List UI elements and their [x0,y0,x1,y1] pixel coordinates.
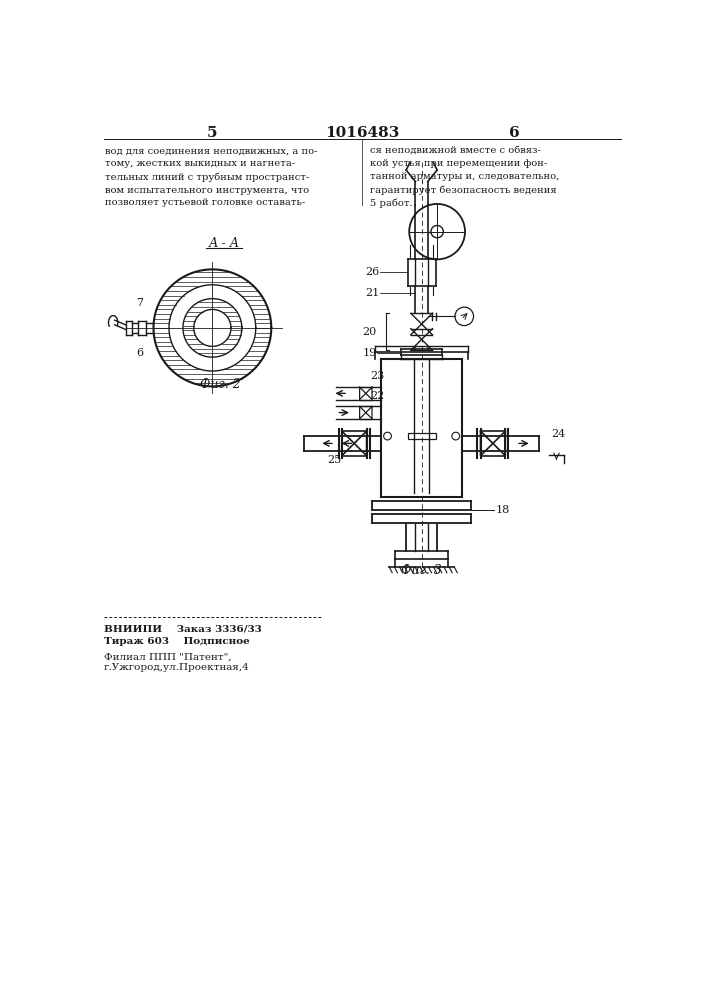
Text: 6: 6 [509,126,520,140]
Text: 5: 5 [207,126,218,140]
Text: ся неподвижной вместе с обвяз-
кой устья при перемещении фон-
танной арматуры и,: ся неподвижной вместе с обвяз- кой устья… [370,146,559,208]
Text: 22: 22 [370,391,385,401]
Text: 7: 7 [136,298,143,308]
Text: 20: 20 [363,327,377,337]
Text: Филиал ППП "Патент",: Филиал ППП "Патент", [104,652,231,661]
Text: 18: 18 [495,505,510,515]
Text: 1016483: 1016483 [325,126,399,140]
Text: 26: 26 [365,267,379,277]
Text: 21: 21 [365,288,379,298]
Text: 23: 23 [370,371,385,381]
Text: 25: 25 [328,455,342,465]
Text: Фиг. 2: Фиг. 2 [200,378,240,391]
Text: ВНИИПИ    Заказ 3336/33: ВНИИПИ Заказ 3336/33 [104,624,262,633]
Text: Фиг. 3: Фиг. 3 [402,564,442,577]
Text: 24: 24 [551,429,566,439]
Text: А - А: А - А [209,237,240,250]
Text: 6: 6 [136,348,143,358]
Text: 19: 19 [363,348,377,358]
Text: г.Ужгород,ул.Проектная,4: г.Ужгород,ул.Проектная,4 [104,663,250,672]
Bar [408,433,436,439]
Text: вод для соединения неподвижных, а по-
тому, жестких выкидных и нагнета-
тельных : вод для соединения неподвижных, а по- то… [105,146,318,207]
Text: Тираж 603    Подписное: Тираж 603 Подписное [104,637,250,646]
